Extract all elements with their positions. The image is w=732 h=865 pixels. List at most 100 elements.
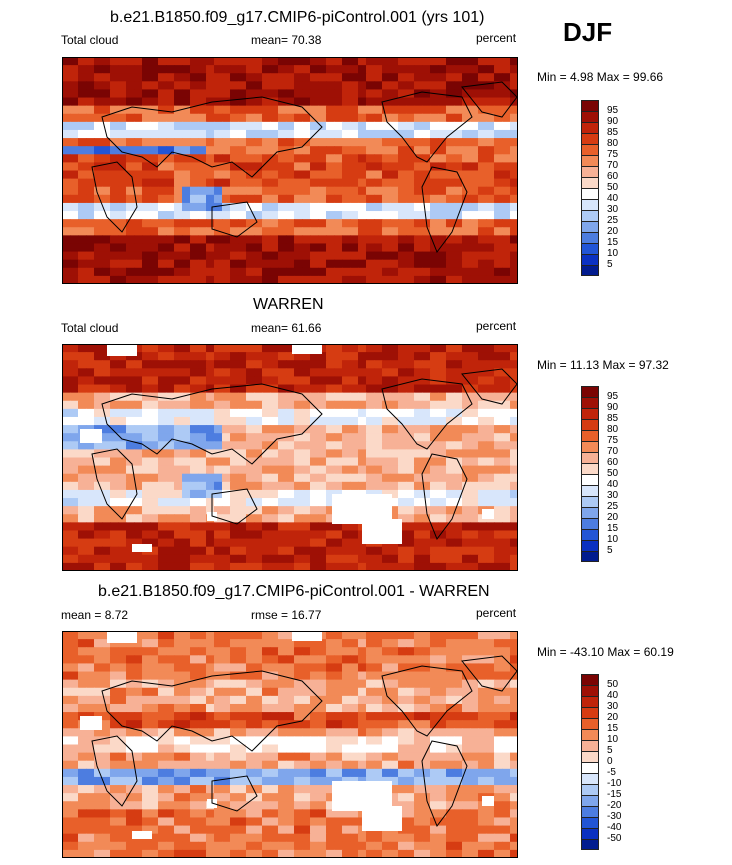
map-cell xyxy=(334,186,343,196)
map-cell xyxy=(142,457,151,467)
map-cell xyxy=(86,522,95,532)
map-cell xyxy=(118,352,127,361)
map-cell xyxy=(462,360,471,369)
map-cell xyxy=(286,639,295,648)
map-cell xyxy=(286,506,295,515)
map-cell xyxy=(406,760,415,770)
map-cell xyxy=(454,465,463,475)
map-cell xyxy=(510,538,518,548)
map-cell xyxy=(214,194,223,204)
map-cell xyxy=(446,202,455,212)
map-cell xyxy=(134,344,143,353)
map-cell xyxy=(78,416,87,426)
map-cell xyxy=(318,368,327,378)
map-cell xyxy=(350,89,359,99)
map-cell xyxy=(110,465,119,475)
map-cell xyxy=(166,235,175,245)
map-cell xyxy=(310,687,319,697)
map-cell xyxy=(78,760,87,770)
map-cell xyxy=(406,121,415,131)
map-cell xyxy=(446,457,455,467)
map-cell xyxy=(358,562,367,571)
map-cell xyxy=(230,728,239,737)
map-cell xyxy=(342,235,351,245)
map-cell xyxy=(446,647,455,656)
map-cell xyxy=(94,57,103,66)
map-cell xyxy=(62,170,71,180)
map-cell xyxy=(486,211,495,220)
map-cell xyxy=(230,695,239,705)
map-cell xyxy=(358,546,367,556)
map-cell xyxy=(342,809,351,819)
map-cell xyxy=(470,138,479,147)
map-cell xyxy=(510,687,518,697)
map-cell xyxy=(158,344,167,353)
colorbar-tick-label: 20 xyxy=(607,712,619,723)
map-cell xyxy=(414,121,423,131)
map-cell xyxy=(110,425,119,434)
map-cell xyxy=(182,562,191,571)
map-cell xyxy=(190,384,199,394)
map-cell xyxy=(86,663,95,673)
map-cell xyxy=(310,408,319,418)
map-cell xyxy=(470,530,479,540)
map-cell xyxy=(366,441,375,450)
map-cell xyxy=(118,695,127,705)
map-cell xyxy=(278,687,287,697)
map-cell xyxy=(318,251,327,261)
map-cell xyxy=(286,663,295,673)
map-cell xyxy=(470,728,479,737)
map-cell xyxy=(478,752,487,762)
map-cell xyxy=(118,416,127,426)
map-cell xyxy=(510,433,518,442)
map-cell xyxy=(510,211,518,220)
colorbar-tick-label: 25 xyxy=(607,501,619,512)
map-cell xyxy=(486,154,495,163)
map-cell xyxy=(318,498,327,507)
panel2-mean-label: mean= 61.66 xyxy=(251,321,322,335)
map-cell xyxy=(158,457,167,467)
map-cell xyxy=(174,360,183,369)
map-cell xyxy=(222,170,231,180)
map-cell xyxy=(454,817,463,827)
map-cell xyxy=(350,655,359,665)
map-cell xyxy=(62,186,71,196)
map-cell xyxy=(78,655,87,665)
map-cell xyxy=(126,89,135,99)
map-cell xyxy=(374,736,383,746)
map-cell xyxy=(342,360,351,369)
map-cell xyxy=(326,720,335,729)
map-cell xyxy=(438,760,447,770)
map-cell xyxy=(102,679,111,689)
map-cell xyxy=(462,728,471,737)
map-cell xyxy=(254,194,263,204)
map-cell xyxy=(318,219,327,228)
map-cell xyxy=(70,433,79,442)
map-cell xyxy=(470,89,479,99)
map-cell xyxy=(510,235,518,245)
map-cell xyxy=(182,522,191,532)
map-cell xyxy=(150,768,159,778)
map-cell xyxy=(86,514,95,523)
map-cell xyxy=(214,275,223,284)
map-cell xyxy=(350,113,359,123)
map-cell xyxy=(390,425,399,434)
map-cell xyxy=(270,647,279,656)
map-cell xyxy=(326,489,335,499)
map-cell xyxy=(222,530,231,540)
map-cell xyxy=(78,392,87,402)
map-cell xyxy=(374,259,383,269)
map-cell xyxy=(318,275,327,284)
map-cell xyxy=(190,81,199,91)
map-cell xyxy=(246,352,255,361)
map-cell xyxy=(494,146,503,155)
map-cell xyxy=(366,760,375,770)
map-cell xyxy=(430,73,439,82)
map-cell xyxy=(422,146,431,155)
map-cell xyxy=(182,546,191,556)
map-cell xyxy=(102,809,111,819)
map-cell xyxy=(254,449,263,459)
map-cell xyxy=(382,275,391,284)
map-cell xyxy=(174,530,183,540)
map-cell xyxy=(110,849,119,858)
